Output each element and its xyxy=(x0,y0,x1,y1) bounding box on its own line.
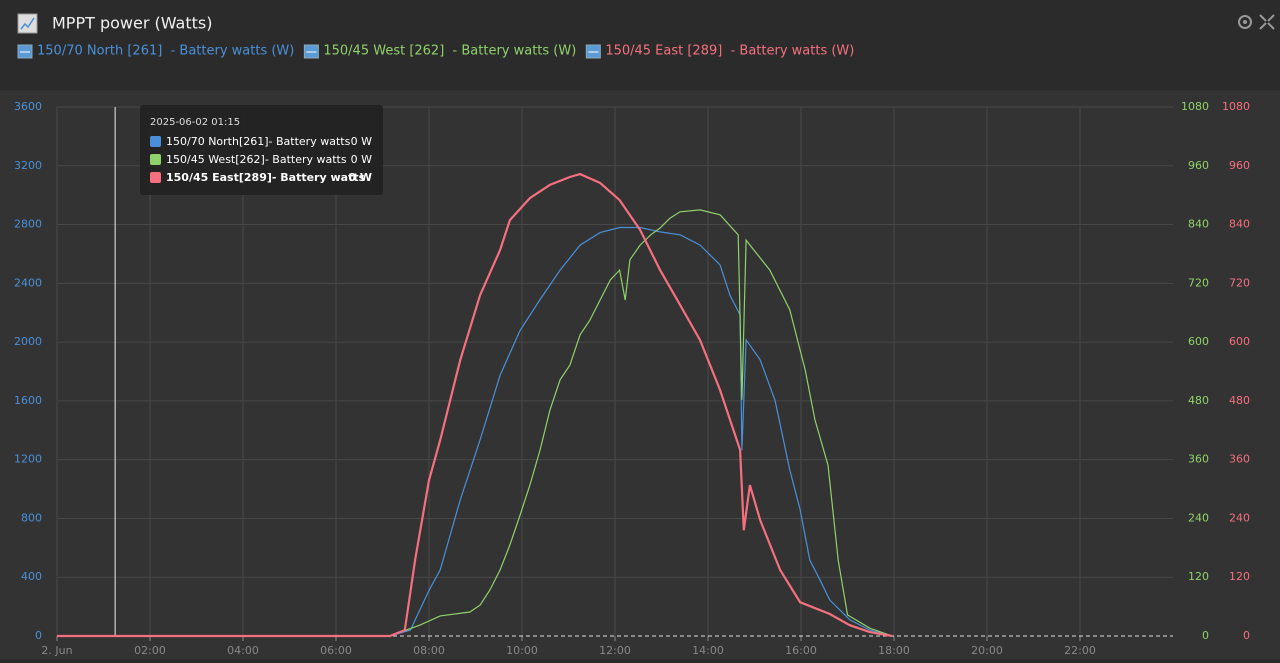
y2-tick-label: 360 xyxy=(1188,453,1209,466)
y2-tick-label: 480 xyxy=(1188,394,1209,407)
tooltip-bg xyxy=(140,105,383,195)
y-tick-label: 2000 xyxy=(14,335,42,348)
y3-tick-label: 0 xyxy=(1243,629,1250,642)
x-tick-label: 22:00 xyxy=(1064,644,1096,657)
tooltip-label: 150/45 West[262]- Battery watts xyxy=(166,153,347,166)
y3-tick-label: 960 xyxy=(1229,159,1250,172)
tooltip-label: 150/45 East[289]- Battery watts xyxy=(166,171,366,184)
x-tick-label: 08:00 xyxy=(413,644,445,657)
y2-tick-label: 0 xyxy=(1202,629,1209,642)
chart-title: MPPT power (Watts) xyxy=(52,14,212,33)
tooltip-value: 0 W xyxy=(351,135,372,148)
legend-label: 150/45 East [289] - Battery watts (W) xyxy=(605,44,854,59)
tooltip-swatch xyxy=(150,172,161,183)
y3-tick-label: 840 xyxy=(1229,218,1250,231)
y3-tick-label: 600 xyxy=(1229,335,1250,348)
tooltip-label: 150/70 North[261]- Battery watts xyxy=(166,135,351,148)
collapse-icon[interactable] xyxy=(1259,14,1275,30)
x-tick-label: 20:00 xyxy=(971,644,1003,657)
y3-tick-label: 120 xyxy=(1229,570,1250,583)
x-tick-label: 18:00 xyxy=(878,644,910,657)
y-tick-label: 3200 xyxy=(14,159,42,172)
y3-tick-label: 1080 xyxy=(1222,100,1250,113)
y2-tick-label: 840 xyxy=(1188,218,1209,231)
y3-tick-label: 720 xyxy=(1229,276,1250,289)
y-tick-label: 400 xyxy=(21,570,42,583)
legend-label: 150/45 West [262] - Battery watts (W) xyxy=(323,44,576,59)
x-tick-label: 16:00 xyxy=(785,644,817,657)
header-bg xyxy=(0,0,1280,90)
x-tick-label: 06:00 xyxy=(320,644,352,657)
y-tick-label: 2800 xyxy=(14,218,42,231)
legend-item[interactable]: 150/70 North [261] - Battery watts (W) xyxy=(17,44,294,59)
x-tick-label: 10:00 xyxy=(506,644,538,657)
y2-tick-label: 600 xyxy=(1188,335,1209,348)
x-tick-label: 12:00 xyxy=(599,644,631,657)
x-tick-label: 14:00 xyxy=(692,644,724,657)
tooltip-title: 2025-06-02 01:15 xyxy=(150,117,240,128)
y-tick-label: 800 xyxy=(21,511,42,524)
x-tick-label: 02:00 xyxy=(134,644,166,657)
tooltip-swatch xyxy=(150,154,161,165)
y-tick-label: 2400 xyxy=(14,276,42,289)
y3-tick-label: 360 xyxy=(1229,453,1250,466)
legend-label: 150/70 North [261] - Battery watts (W) xyxy=(37,44,294,59)
legend-item[interactable]: 150/45 West [262] - Battery watts (W) xyxy=(303,44,576,59)
y-tick-label: 3600 xyxy=(14,100,42,113)
series-line xyxy=(57,209,893,637)
y2-tick-label: 120 xyxy=(1188,570,1209,583)
y2-tick-label: 1080 xyxy=(1181,100,1209,113)
tooltip: 2025-06-02 01:15 150/70 North[261]- Batte… xyxy=(140,105,383,195)
tooltip-value: 0 W xyxy=(348,171,372,184)
tooltip-swatch xyxy=(150,136,161,147)
y3-tick-label: 240 xyxy=(1229,511,1250,524)
x-tick-label: 2. Jun xyxy=(41,644,72,657)
x-tick-label: 04:00 xyxy=(227,644,259,657)
settings-icon[interactable] xyxy=(1238,15,1252,29)
y-tick-label: 1200 xyxy=(14,453,42,466)
tooltip-value: 0 W xyxy=(351,153,372,166)
legend-item[interactable]: 150/45 East [289] - Battery watts (W) xyxy=(585,44,854,59)
y2-tick-label: 960 xyxy=(1188,159,1209,172)
y3-tick-label: 480 xyxy=(1229,394,1250,407)
series-line xyxy=(57,226,893,637)
series-line xyxy=(57,172,893,638)
y-tick-label: 0 xyxy=(35,629,42,642)
chart-icon xyxy=(17,13,38,34)
y-tick-label: 1600 xyxy=(14,394,42,407)
y2-tick-label: 240 xyxy=(1188,511,1209,524)
y2-tick-label: 720 xyxy=(1188,276,1209,289)
